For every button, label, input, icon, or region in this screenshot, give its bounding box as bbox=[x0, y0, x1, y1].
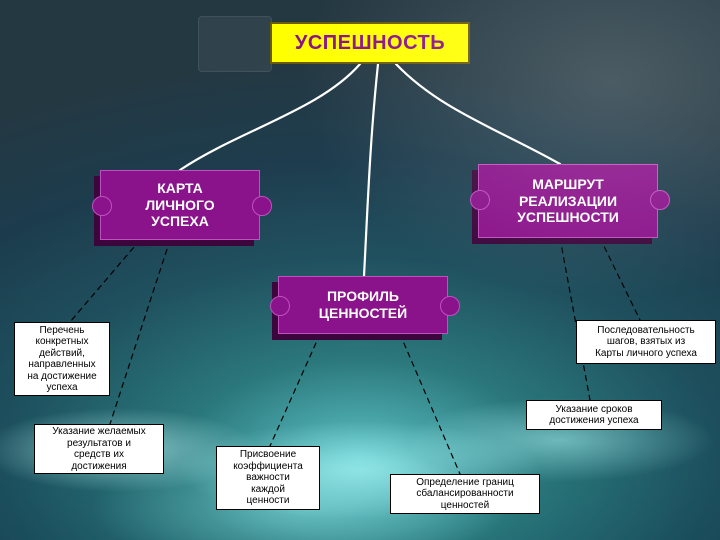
note-n1: Перечень конкретных действий, направленн… bbox=[14, 322, 110, 396]
connector-dash bbox=[400, 334, 460, 474]
diagram-stage: УСПЕШНОСТЬ КАРТА ЛИЧНОГО УСПЕХА МАРШРУТ Р… bbox=[0, 0, 720, 540]
branch-label: ПРОФИЛЬ ЦЕННОСТЕЙ bbox=[319, 288, 407, 322]
puzzle-tab bbox=[650, 190, 670, 210]
root-label: УСПЕШНОСТЬ bbox=[295, 31, 445, 55]
branch-node-map: КАРТА ЛИЧНОГО УСПЕХА bbox=[100, 170, 260, 240]
puzzle-tab bbox=[92, 196, 112, 216]
note-label: Определение границ сбалансированности це… bbox=[416, 477, 514, 512]
note-n5: Указание сроков достижения успеха bbox=[526, 400, 662, 430]
note-n3: Присвоение коэффициента важности каждой … bbox=[216, 446, 320, 510]
root-puzzle-decor bbox=[198, 16, 272, 72]
note-n4: Определение границ сбалансированности це… bbox=[390, 474, 540, 514]
branch-label: МАРШРУТ РЕАЛИЗАЦИИ УСПЕШНОСТИ bbox=[517, 176, 619, 226]
connector-dash bbox=[560, 238, 590, 400]
connector-main bbox=[180, 64, 360, 170]
note-n2: Указание желаемых результатов и средств … bbox=[34, 424, 164, 474]
puzzle-tab bbox=[270, 296, 290, 316]
puzzle-tab bbox=[252, 196, 272, 216]
branch-node-route: МАРШРУТ РЕАЛИЗАЦИИ УСПЕШНОСТИ bbox=[478, 164, 658, 238]
connector-dash bbox=[270, 334, 320, 446]
puzzle-tab bbox=[440, 296, 460, 316]
connector-dash bbox=[110, 240, 170, 424]
branch-label: КАРТА ЛИЧНОГО УСПЕХА bbox=[145, 180, 214, 230]
connector-main bbox=[364, 64, 378, 276]
connector-dash bbox=[70, 240, 140, 322]
note-label: Последовательность шагов, взятых из Карт… bbox=[595, 325, 697, 360]
connector-main bbox=[396, 64, 560, 164]
note-label: Перечень конкретных действий, направленн… bbox=[27, 325, 96, 394]
note-n6: Последовательность шагов, взятых из Карт… bbox=[576, 320, 716, 364]
puzzle-tab bbox=[470, 190, 490, 210]
note-label: Указание желаемых результатов и средств … bbox=[52, 426, 145, 472]
branch-node-profile: ПРОФИЛЬ ЦЕННОСТЕЙ bbox=[278, 276, 448, 334]
connector-dash bbox=[600, 238, 640, 320]
note-label: Указание сроков достижения успеха bbox=[549, 404, 638, 427]
note-label: Присвоение коэффициента важности каждой … bbox=[233, 449, 303, 507]
root-node: УСПЕШНОСТЬ bbox=[270, 22, 470, 64]
